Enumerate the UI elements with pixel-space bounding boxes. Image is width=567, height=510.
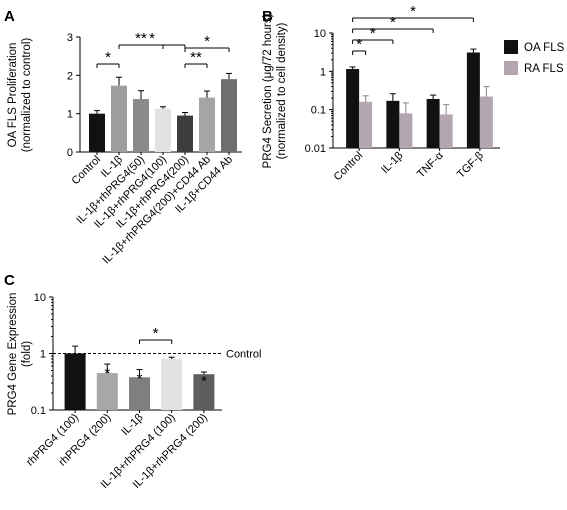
- x-tick-label: IL-1β: [379, 150, 405, 176]
- bar: [346, 69, 360, 148]
- bar: [111, 85, 127, 152]
- bar: [161, 358, 183, 410]
- significance-bracket-label: *: [370, 25, 376, 42]
- legend-label: RA FLS: [524, 63, 564, 75]
- x-tick-label: TGF-β: [455, 150, 486, 181]
- significance-bracket-label: *: [356, 36, 362, 53]
- y-axis-label-line: (normalized to cell density): [276, 22, 288, 159]
- x-tick-label: IL-1β: [119, 412, 145, 438]
- reference-line-label: Control: [226, 349, 261, 361]
- bar: [466, 52, 480, 148]
- bar: [64, 353, 86, 410]
- y-tick-label: 0: [67, 147, 73, 159]
- significance-bracket-label: *: [410, 3, 416, 20]
- y-tick-label: 3: [67, 32, 73, 44]
- legend-label: OA FLS: [524, 42, 565, 54]
- panel-label: A: [4, 8, 15, 25]
- bar: [426, 98, 440, 148]
- bar: [193, 374, 215, 410]
- significance-bracket-label: *: [204, 33, 210, 50]
- bar: [386, 100, 400, 148]
- bar: [479, 96, 493, 148]
- panel-label: B: [262, 8, 273, 25]
- y-axis-label-line: (fold): [21, 341, 33, 367]
- significance-bracket-label: **: [190, 49, 202, 66]
- panel-a-bar-chart: A OA FLS Proliferation (normalized to cont…: [4, 8, 242, 266]
- bar: [155, 108, 171, 152]
- y-tick-label: 1: [40, 349, 46, 361]
- y-tick-label: 1: [67, 109, 73, 121]
- y-axis-label-line: (normalized to control): [21, 38, 33, 153]
- y-axis-label: PRG4 Secretion (μg/72 hours) (normalized …: [262, 13, 288, 168]
- bar: [221, 79, 237, 152]
- bar: [129, 377, 150, 410]
- bar-significance-star: *: [104, 365, 110, 382]
- bar: [199, 97, 215, 152]
- y-axis-label-line: OA FLS Proliferation: [7, 43, 19, 148]
- bar-significance-star: *: [201, 373, 207, 390]
- bar: [439, 114, 453, 148]
- x-tick-label: Control: [70, 154, 104, 188]
- bar: [133, 99, 149, 152]
- significance-bracket-label: **: [135, 30, 147, 47]
- significance-bracket-label: *: [390, 14, 396, 31]
- bar: [89, 113, 105, 152]
- x-tick-label: Control: [332, 150, 366, 184]
- y-tick-label: 0.1: [311, 105, 326, 117]
- y-axis-label: PRG4 Gene Expression (fold): [7, 293, 33, 416]
- bar: [399, 113, 413, 148]
- bar: [96, 373, 118, 410]
- y-tick-label: 0.01: [305, 143, 326, 155]
- y-axis-label: OA FLS Proliferation (normalized to contr…: [7, 38, 33, 153]
- y-axis-label-line: PRG4 Secretion (μg/72 hours): [262, 13, 274, 168]
- significance-bracket-label: *: [153, 325, 159, 342]
- y-axis-label-line: PRG4 Gene Expression: [7, 293, 19, 416]
- bar: [359, 101, 373, 148]
- bar: [177, 115, 193, 152]
- y-tick-label: 10: [314, 28, 326, 40]
- panel-label: C: [4, 272, 15, 289]
- legend-swatch: [504, 61, 518, 75]
- y-tick-label: 1: [320, 66, 326, 78]
- significance-bracket-label: *: [149, 30, 155, 47]
- bar-significance-star: *: [137, 371, 143, 388]
- significance-bracket-label: *: [105, 49, 111, 66]
- x-tick-label: TNF-α: [415, 149, 446, 180]
- y-tick-label: 10: [34, 292, 46, 304]
- y-tick-label: 0.1: [31, 405, 46, 417]
- y-tick-label: 2: [67, 70, 73, 82]
- legend-swatch: [504, 40, 518, 54]
